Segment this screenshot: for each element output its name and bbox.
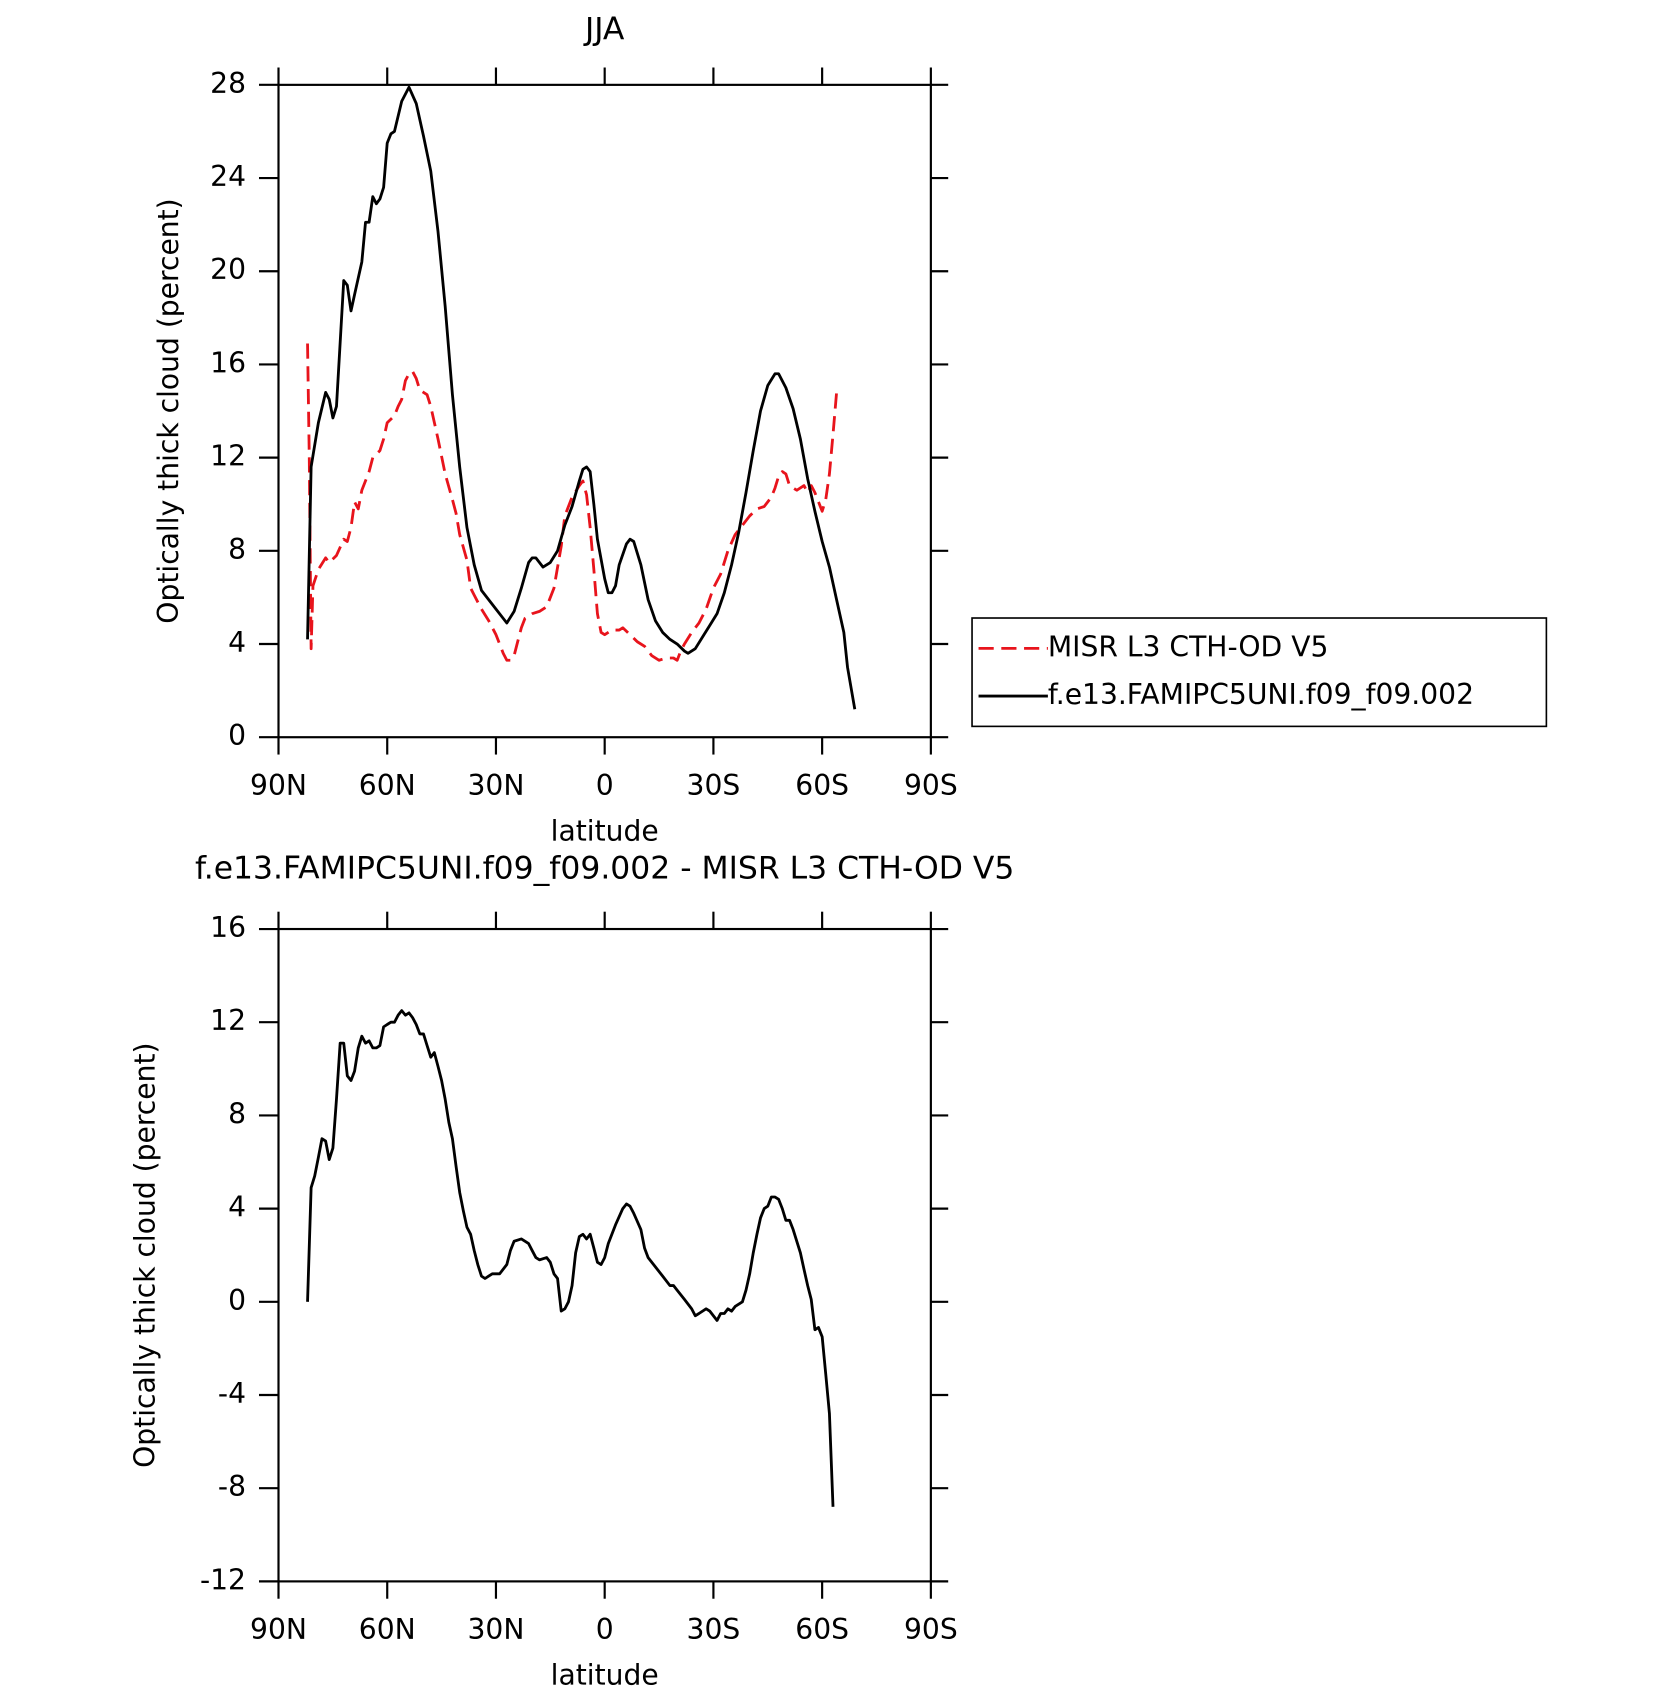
y-axis-label: Optically thick cloud (percent) [128, 1043, 161, 1468]
y-tick-label: -12 [200, 1563, 246, 1596]
x-axis-label: latitude [551, 815, 659, 848]
data-line [306, 343, 838, 662]
y-tick-label: -4 [218, 1377, 246, 1410]
x-tick-label: 30S [687, 1613, 741, 1646]
data-line [306, 1009, 835, 1507]
data-line [306, 85, 857, 710]
x-tick-label: 0 [596, 769, 614, 802]
y-tick-label: 12 [210, 1004, 246, 1037]
x-tick-label: 90S [904, 1613, 958, 1646]
y-tick-label: 4 [228, 626, 246, 659]
x-tick-label: 30N [468, 769, 525, 802]
y-axis-label: Optically thick cloud (percent) [152, 198, 185, 623]
y-tick-label: -8 [218, 1470, 246, 1503]
y-tick-label: 4 [228, 1191, 246, 1224]
x-tick-label: 90N [250, 769, 307, 802]
x-tick-label: 90S [904, 769, 958, 802]
y-tick-label: 16 [210, 346, 246, 379]
y-tick-label: 0 [228, 719, 246, 752]
y-tick-label: 12 [210, 440, 246, 473]
y-tick-label: 28 [210, 67, 246, 100]
chart-title: f.e13.FAMIPC5UNI.f09_f09.002 - MISR L3 C… [195, 850, 1014, 886]
x-tick-label: 90N [250, 1613, 307, 1646]
y-tick-label: 24 [210, 160, 246, 193]
x-tick-label: 60N [359, 769, 416, 802]
y-tick-label: 8 [228, 1097, 246, 1130]
legend-box [971, 617, 1548, 728]
x-axis-label: latitude [551, 1659, 659, 1692]
y-tick-label: 8 [228, 533, 246, 566]
x-tick-label: 60N [359, 1613, 416, 1646]
y-tick-label: 16 [210, 911, 246, 944]
chart-title: JJA [583, 12, 625, 48]
x-tick-label: 30S [687, 769, 741, 802]
legend-label: f.e13.FAMIPC5UNI.f09_f09.002 [1048, 678, 1474, 711]
y-tick-label: 20 [210, 253, 246, 286]
legend-label: MISR L3 CTH-OD V5 [1048, 630, 1328, 663]
x-tick-label: 30N [468, 1613, 525, 1646]
x-tick-label: 0 [596, 1613, 614, 1646]
y-tick-label: 0 [228, 1284, 246, 1317]
x-tick-label: 60S [795, 1613, 849, 1646]
x-tick-label: 60S [795, 769, 849, 802]
plot-frame [277, 927, 932, 1583]
plot-frame [277, 83, 932, 739]
